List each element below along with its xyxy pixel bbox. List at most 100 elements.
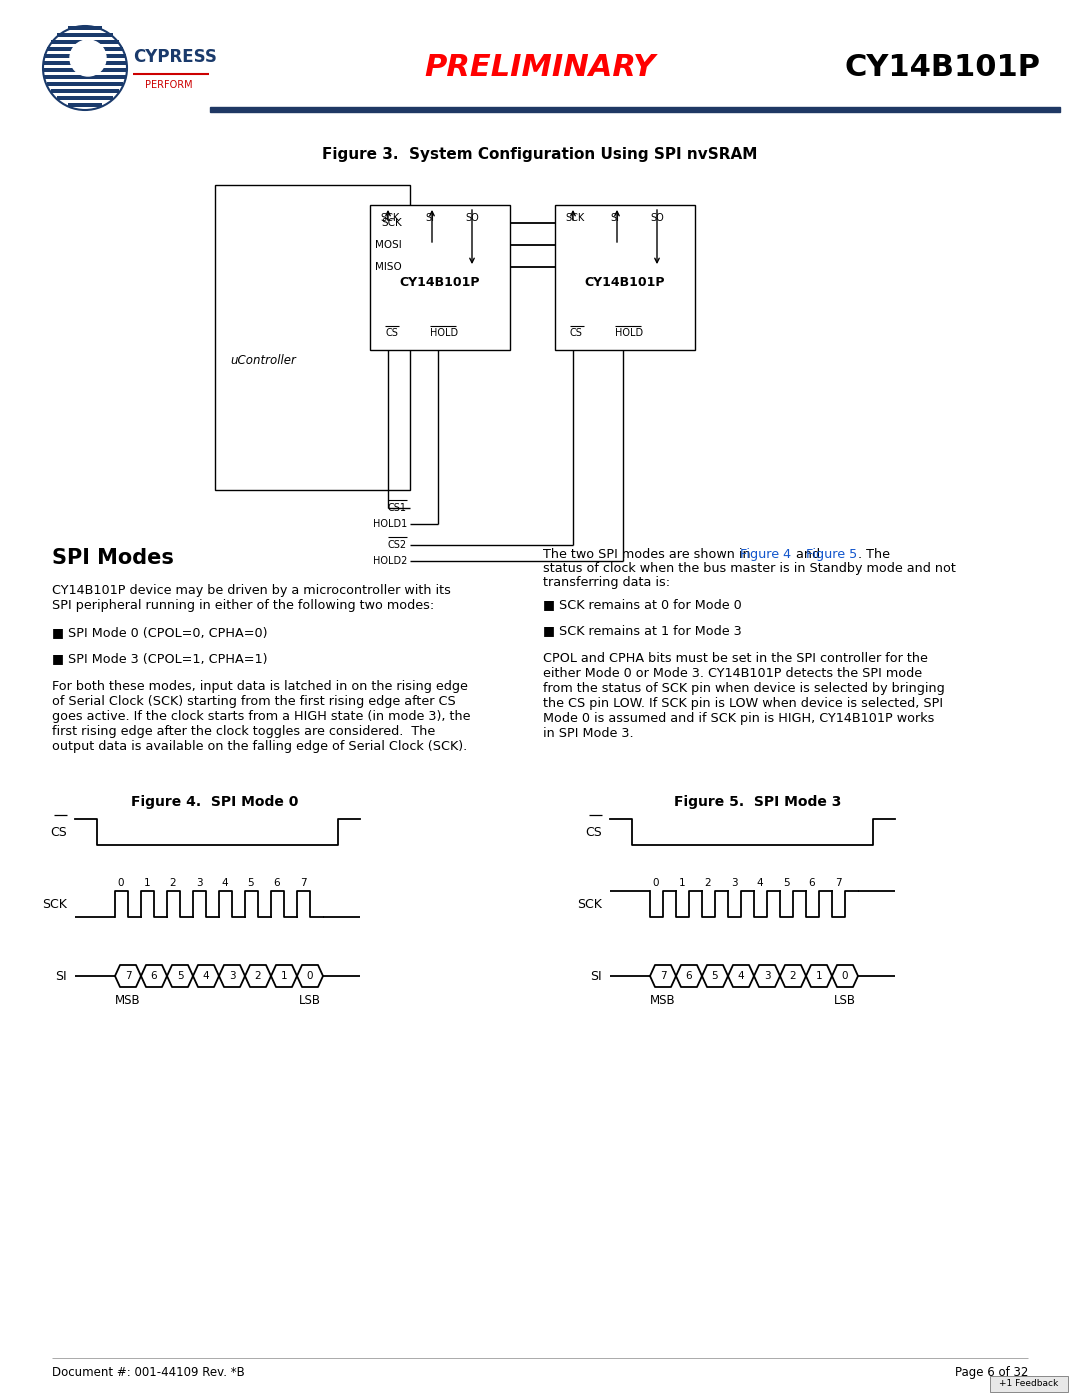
Text: SCK: SCK <box>42 897 67 911</box>
Bar <box>46 82 123 85</box>
Bar <box>210 108 1059 112</box>
Bar <box>68 27 102 29</box>
Text: ■ SPI Mode 3 (CPOL=1, CPHA=1): ■ SPI Mode 3 (CPOL=1, CPHA=1) <box>52 652 268 665</box>
Text: Document #: 001-44109 Rev. *B: Document #: 001-44109 Rev. *B <box>52 1366 245 1379</box>
Text: uController: uController <box>230 353 296 366</box>
Text: 7: 7 <box>835 877 841 888</box>
Text: CS: CS <box>585 826 602 840</box>
Text: 5: 5 <box>177 971 184 981</box>
Text: SO: SO <box>650 212 664 224</box>
Text: For both these modes, input data is latched in on the rising edge
of Serial Cloc: For both these modes, input data is latc… <box>52 680 471 753</box>
Text: CS: CS <box>570 328 583 338</box>
Text: CS: CS <box>384 328 397 338</box>
Bar <box>215 184 410 490</box>
Text: 3: 3 <box>731 877 738 888</box>
Text: 4: 4 <box>757 877 764 888</box>
Text: 2: 2 <box>170 877 176 888</box>
Text: 1: 1 <box>815 971 822 981</box>
Bar <box>43 68 126 71</box>
Text: SI: SI <box>591 970 602 982</box>
Text: Figure 5: Figure 5 <box>806 548 858 562</box>
Text: SCK: SCK <box>381 218 402 228</box>
Text: +1 Feedback: +1 Feedback <box>999 1379 1058 1389</box>
Text: CYPRESS: CYPRESS <box>133 47 217 66</box>
Text: 0: 0 <box>118 877 124 888</box>
Circle shape <box>70 41 106 75</box>
Text: SI: SI <box>426 212 434 224</box>
Text: 6: 6 <box>273 877 281 888</box>
Text: 1: 1 <box>678 877 686 888</box>
Text: 7: 7 <box>124 971 132 981</box>
Bar <box>555 205 696 351</box>
Text: CS2: CS2 <box>388 541 407 550</box>
Text: and: and <box>792 548 824 562</box>
Text: 3: 3 <box>229 971 235 981</box>
Bar <box>43 61 126 64</box>
Text: 0: 0 <box>841 971 848 981</box>
Text: PERFORM: PERFORM <box>145 80 192 89</box>
Text: status of clock when the bus master is in Standby mode and not: status of clock when the bus master is i… <box>543 562 956 576</box>
Bar <box>44 54 125 57</box>
Text: SPI Modes: SPI Modes <box>52 548 174 569</box>
Text: Figure 3.  System Configuration Using SPI nvSRAM: Figure 3. System Configuration Using SPI… <box>322 147 758 162</box>
Text: SCK: SCK <box>577 897 602 911</box>
Text: 1: 1 <box>144 877 150 888</box>
Text: SO: SO <box>465 212 478 224</box>
Text: ■ SCK remains at 1 for Mode 3: ■ SCK remains at 1 for Mode 3 <box>543 624 742 637</box>
Text: SCK: SCK <box>565 212 584 224</box>
Text: Figure 4: Figure 4 <box>740 548 792 562</box>
Text: 6: 6 <box>151 971 158 981</box>
Text: . The: . The <box>858 548 890 562</box>
Bar <box>51 41 119 43</box>
Text: 5: 5 <box>712 971 718 981</box>
Text: 0: 0 <box>307 971 313 981</box>
Text: MOSI: MOSI <box>375 240 402 250</box>
Text: SCK: SCK <box>380 212 400 224</box>
Text: HOLD: HOLD <box>430 328 458 338</box>
Text: Figure 5.  SPI Mode 3: Figure 5. SPI Mode 3 <box>674 795 841 809</box>
Bar <box>44 75 125 78</box>
Text: Figure 4.  SPI Mode 0: Figure 4. SPI Mode 0 <box>132 795 299 809</box>
Text: 5: 5 <box>783 877 789 888</box>
Text: 7: 7 <box>299 877 307 888</box>
Text: 7: 7 <box>660 971 666 981</box>
Text: 6: 6 <box>809 877 815 888</box>
Text: LSB: LSB <box>834 995 856 1007</box>
Text: 6: 6 <box>686 971 692 981</box>
Text: 5: 5 <box>247 877 254 888</box>
Text: HOLD2: HOLD2 <box>373 556 407 566</box>
Text: CY14B101P: CY14B101P <box>584 275 665 289</box>
Bar <box>68 103 102 106</box>
Text: CS: CS <box>51 826 67 840</box>
Text: ■ SPI Mode 0 (CPOL=0, CPHA=0): ■ SPI Mode 0 (CPOL=0, CPHA=0) <box>52 626 268 638</box>
Text: CS1: CS1 <box>388 503 407 513</box>
Text: MSB: MSB <box>116 995 140 1007</box>
Text: CY14B101P: CY14B101P <box>400 275 481 289</box>
Text: 0: 0 <box>652 877 659 888</box>
Bar <box>46 47 123 50</box>
Text: ■ SCK remains at 0 for Mode 0: ■ SCK remains at 0 for Mode 0 <box>543 598 742 610</box>
Text: 4: 4 <box>221 877 228 888</box>
Text: Page 6 of 32: Page 6 of 32 <box>955 1366 1028 1379</box>
Text: The two SPI modes are shown in: The two SPI modes are shown in <box>543 548 755 562</box>
Text: LSB: LSB <box>299 995 321 1007</box>
Bar <box>51 89 119 92</box>
Text: HOLD: HOLD <box>615 328 643 338</box>
Text: 3: 3 <box>764 971 770 981</box>
Text: HOLD1: HOLD1 <box>373 520 407 529</box>
Text: 2: 2 <box>789 971 796 981</box>
Text: transferring data is:: transferring data is: <box>543 576 670 590</box>
Text: 2: 2 <box>704 877 712 888</box>
Text: CY14B101P: CY14B101P <box>843 53 1040 82</box>
Text: PRELIMINARY: PRELIMINARY <box>424 53 656 82</box>
Text: SI: SI <box>610 212 619 224</box>
Bar <box>57 34 112 36</box>
Text: CY14B101P device may be driven by a microcontroller with its
SPI peripheral runn: CY14B101P device may be driven by a micr… <box>52 584 450 612</box>
Text: 3: 3 <box>195 877 202 888</box>
Text: 2: 2 <box>255 971 261 981</box>
Text: SI: SI <box>55 970 67 982</box>
Text: 4: 4 <box>738 971 744 981</box>
Bar <box>370 205 510 351</box>
Bar <box>990 1376 1068 1391</box>
Text: MSB: MSB <box>650 995 676 1007</box>
